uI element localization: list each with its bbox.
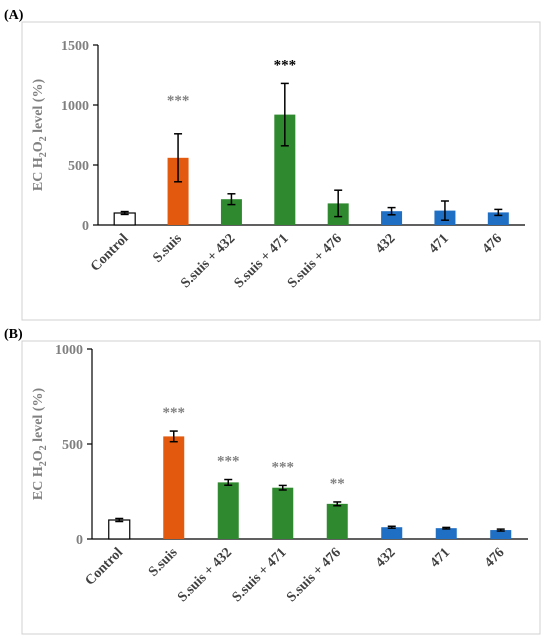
panel-b-category-label: S.suis + 432 xyxy=(175,545,235,605)
panel-b-category-label: 471 xyxy=(428,545,453,570)
y-axis-label-part: EC H xyxy=(31,466,46,500)
y-axis-label-subscript: 2 xyxy=(38,461,49,466)
panel-b-significance-label: *** xyxy=(272,459,295,475)
panel-a-y-axis-label: EC H2O2 level (%) xyxy=(31,79,49,192)
panel-a-letter: (A) xyxy=(4,8,24,23)
panel-b-category-label: 476 xyxy=(482,545,507,570)
panel-b-bar xyxy=(163,436,185,539)
panel-b-category-label: S.suis + 476 xyxy=(284,545,344,605)
y-axis-label-part: level (%) xyxy=(31,79,46,137)
y-axis-label-subscript: 2 xyxy=(38,136,49,141)
panel-a-y-tick-label: 1500 xyxy=(61,39,89,54)
panel-a-category-label: Control xyxy=(88,231,132,275)
panel-a-y-tick-label: 0 xyxy=(82,219,89,234)
panel-b-bar xyxy=(272,487,294,539)
panel-b-significance-label: ** xyxy=(330,476,345,492)
panel-b-y-tick-label: 0 xyxy=(76,533,83,548)
panel-a-category-label: S.suis + 471 xyxy=(232,231,292,291)
panel-a-frame xyxy=(21,21,541,321)
panel-b-category-label: 432 xyxy=(373,545,398,570)
panel-a-category-label: S.suis + 432 xyxy=(178,231,238,291)
panel-b-bar xyxy=(435,528,457,539)
panel-b-y-tick-label: 1000 xyxy=(55,343,83,358)
panel-a-category-label: S.suis + 476 xyxy=(285,231,345,291)
y-axis-label-subscript: 2 xyxy=(38,445,49,450)
panel-b-letter: (B) xyxy=(4,327,23,342)
panel-b-y-axis-label: EC H2O2 level (%) xyxy=(31,388,49,501)
panel-a-category-label: 471 xyxy=(426,231,451,256)
panel-a-bar xyxy=(167,157,189,225)
panel-b-bar xyxy=(490,530,512,539)
panel-b-bar xyxy=(381,527,403,539)
panel-a-y-tick-label: 1000 xyxy=(61,99,89,114)
panel-a-category-label: S.suis xyxy=(150,231,185,266)
panel-b-frame xyxy=(21,340,541,635)
y-axis-label-part: O xyxy=(31,450,46,461)
panel-b-bar xyxy=(217,482,239,539)
panel-b-y-tick-label: 500 xyxy=(62,438,83,453)
panel-a-significance-label: *** xyxy=(274,57,297,73)
panel-b-bar xyxy=(108,519,131,540)
y-axis-label-part: EC H xyxy=(31,157,46,191)
panel-a-category-label: 476 xyxy=(480,231,505,256)
panel-a-significance-label: *** xyxy=(167,93,190,109)
y-axis-label-subscript: 2 xyxy=(38,152,49,157)
panel-b-category-label: S.suis xyxy=(146,545,181,580)
panel-a-bar xyxy=(381,211,403,225)
panel-a-category-label: 432 xyxy=(373,231,398,256)
panel-b-significance-label: *** xyxy=(163,405,186,421)
y-axis-label-part: level (%) xyxy=(31,388,46,446)
panel-a-y-tick-label: 500 xyxy=(68,159,89,174)
panel-a-bar xyxy=(274,114,296,225)
y-axis-label-part: O xyxy=(31,141,46,152)
panel-a-bar xyxy=(220,199,242,225)
panel-b-category-label: Control xyxy=(83,545,127,589)
panel-a-bar xyxy=(487,212,509,225)
panel-b-category-label: S.suis + 471 xyxy=(230,545,290,605)
panel-b-significance-label: *** xyxy=(217,454,240,470)
panel-b-bar xyxy=(326,503,348,539)
